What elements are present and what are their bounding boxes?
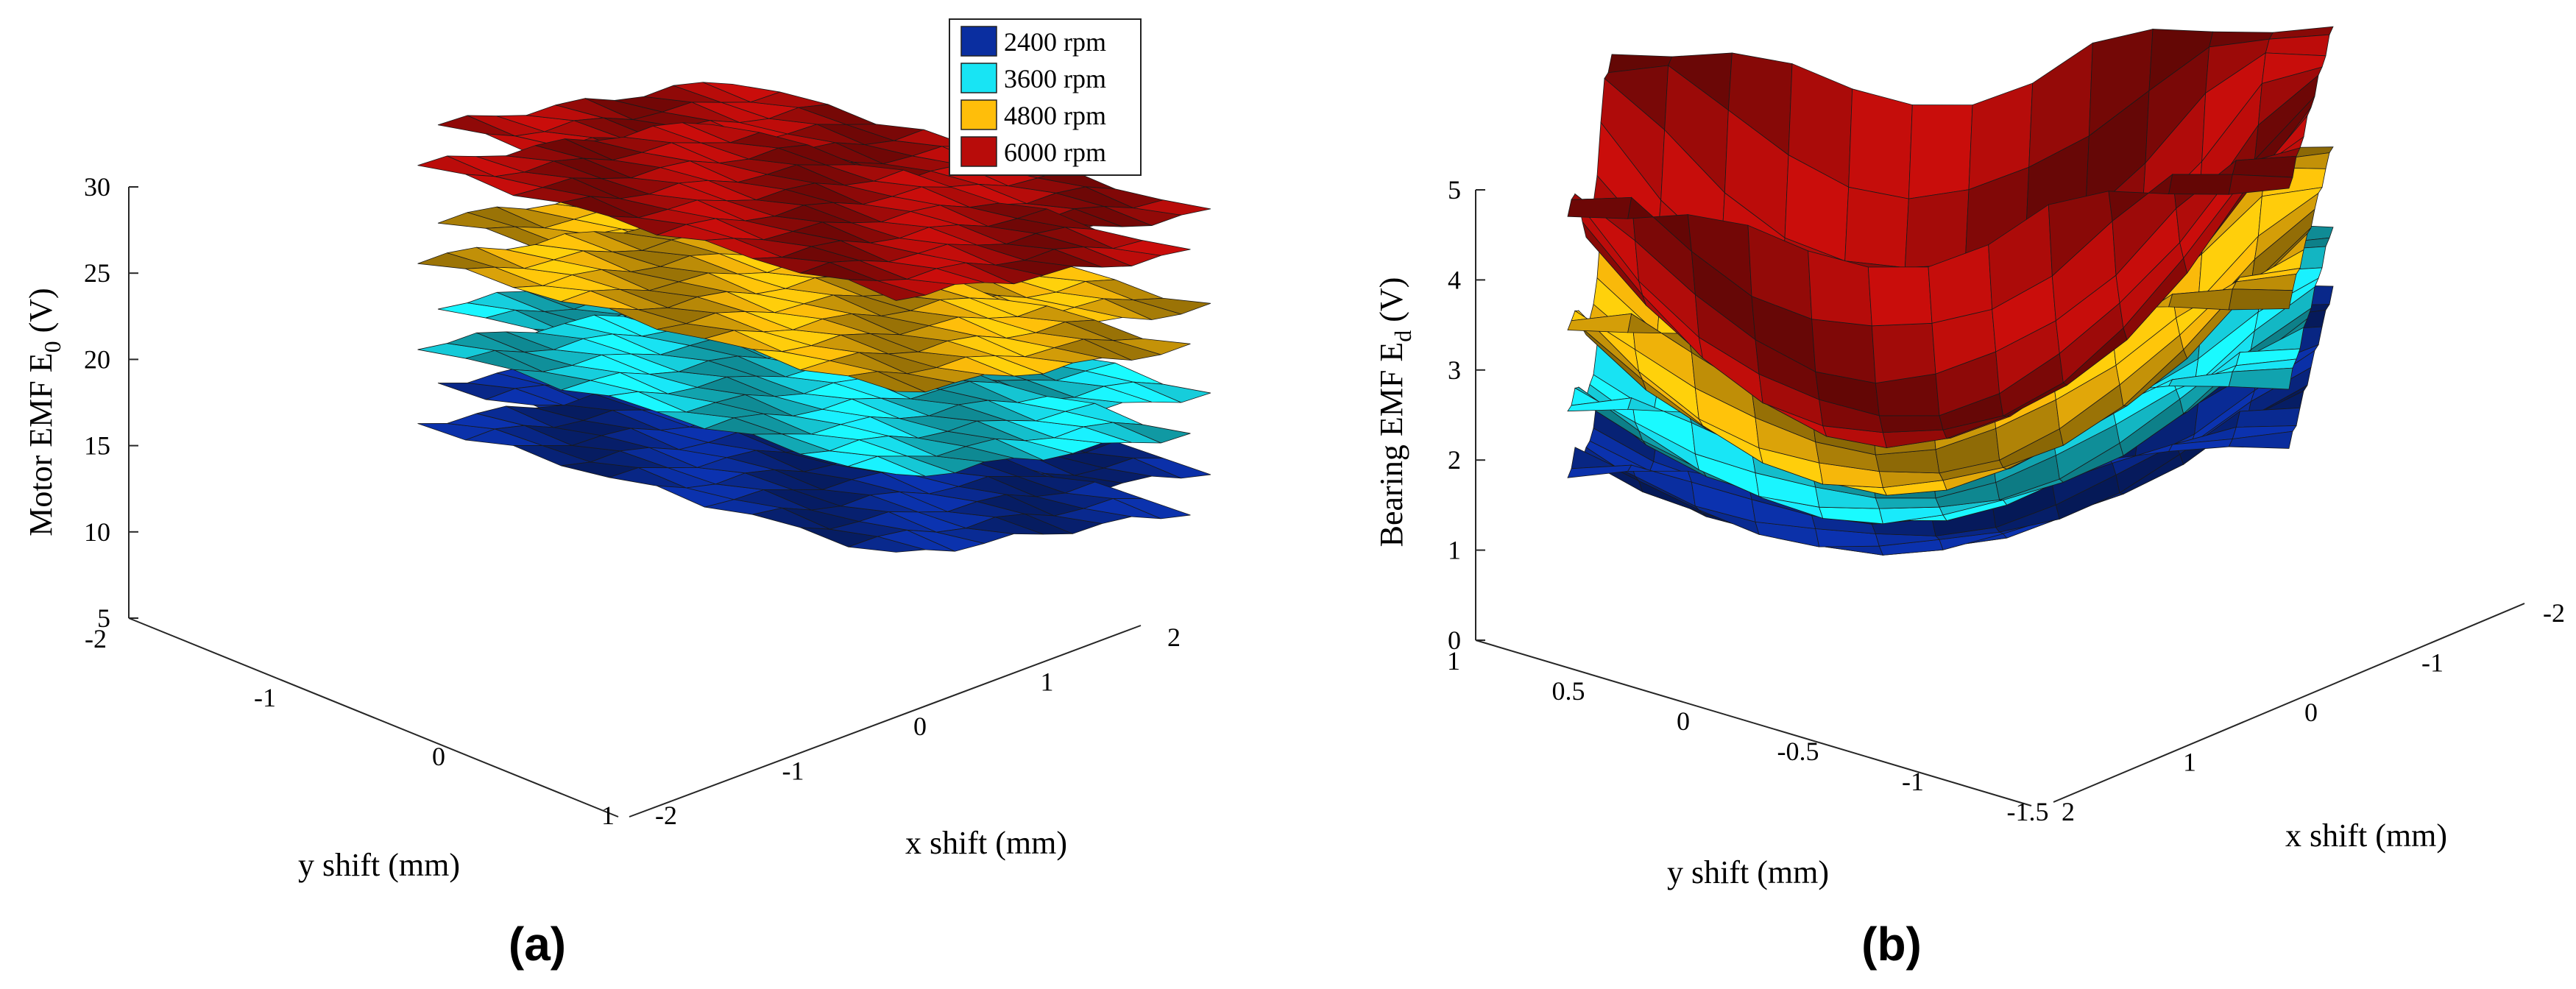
a-surface-patch-2400-rpm <box>1133 458 1211 479</box>
b-y-tick: 1 <box>1447 646 1460 676</box>
a-ticks: 5 10 15 20 25 30 -2 -1 0 1 -2 -1 0 1 2 <box>84 172 1181 830</box>
legend-swatch-3600 <box>960 63 997 93</box>
a-x-tick: -2 <box>655 801 677 830</box>
b-surface-patch-6000-rpm <box>1878 415 1944 433</box>
b-surface-patch-2400-rpm <box>2235 407 2301 428</box>
b-z-tick: 1 <box>1448 536 1461 565</box>
b-surfaces <box>1567 26 2334 556</box>
a-x-axis-label: x shift (mm) <box>905 825 1067 861</box>
a-z-tick: 15 <box>84 431 110 461</box>
a-z-tick: 30 <box>84 172 110 202</box>
legend-label-4800: 4800 rpm <box>1004 101 1106 130</box>
legend-label-3600: 3600 rpm <box>1004 64 1106 93</box>
b-surface-patch-6000-rpm <box>2168 174 2233 195</box>
legend-swatch-4800 <box>960 99 997 130</box>
a-y-tick: 0 <box>432 742 445 771</box>
a-z-tick: 10 <box>84 517 110 547</box>
a-z-tick: 20 <box>84 344 110 374</box>
b-x-tick: 0 <box>2304 698 2318 727</box>
b-surface-patch-6000-rpm <box>1908 104 1973 199</box>
a-surface-patch-2400-rpm <box>1113 498 1191 520</box>
b-y-axis-line <box>1475 639 2032 807</box>
b-z-tick: 4 <box>1448 265 1461 294</box>
b-z-axis-label: Bearing EMF Ed (V) <box>1373 277 1416 547</box>
a-y-tick: -2 <box>85 624 107 653</box>
b-surface-patch-6000-rpm <box>1567 196 1632 219</box>
b-x-tick: 1 <box>2183 748 2196 777</box>
a-x-tick: 0 <box>913 712 927 741</box>
b-surface-patch-6000-rpm <box>1848 88 1913 199</box>
b-surface-patch-2400-rpm <box>1819 545 1883 556</box>
a-z-tick: 5 <box>97 603 110 633</box>
a-y-axis-line <box>128 617 619 818</box>
a-surface-patch-3600-rpm <box>1113 422 1191 444</box>
legend-swatch-2400 <box>960 26 997 57</box>
b-surface-patch-3600-rpm <box>1875 497 1940 509</box>
b-y-tick: 0 <box>1677 706 1690 736</box>
b-z-tick: 3 <box>1448 355 1461 385</box>
b-z-tick: 2 <box>1448 445 1461 475</box>
b-surface-patch-6000-rpm <box>1871 322 1936 384</box>
b-panel-label: (b) <box>1861 918 1922 971</box>
a-y-axis-label: y shift (mm) <box>298 847 460 883</box>
a-x-tick: 2 <box>1167 623 1181 652</box>
a-surface-patch-4800-rpm <box>1133 297 1211 315</box>
b-x-tick: 2 <box>2062 797 2075 826</box>
a-y-tick: 1 <box>601 801 615 830</box>
b-surface-patch-6000-rpm <box>2228 174 2293 195</box>
b-y-tick: -1 <box>1902 767 1924 796</box>
legend-swatch-6000 <box>960 136 997 167</box>
legend: 2400 rpm 3600 rpm 4800 rpm 6000 rpm <box>949 18 1142 176</box>
legend-label-2400: 2400 rpm <box>1004 27 1106 57</box>
b-surface-patch-2400-rpm <box>2228 430 2293 449</box>
a-surface-patch-6000-rpm <box>1133 199 1211 216</box>
a-surface-patch-4800-rpm <box>1113 338 1191 355</box>
a-x-axis-line <box>629 625 1142 818</box>
b-surface-patch-6000-rpm <box>1844 186 1909 269</box>
b-z-tick: 5 <box>1448 175 1461 205</box>
b-y-tick: -1.5 <box>2007 797 2049 826</box>
legend-label-6000: 6000 rpm <box>1004 138 1106 167</box>
b-x-axis-label: x shift (mm) <box>2285 818 2447 854</box>
b-z-tick: 0 <box>1448 625 1461 655</box>
a-z-axis-label: Motor EMF E0 (V) <box>23 288 66 536</box>
panel-a: 5 10 15 20 25 30 -2 -1 0 1 -2 -1 0 1 2 Motor EMF E0 (V… <box>23 18 1211 971</box>
b-x-axis-line <box>2053 603 2525 803</box>
a-surface-patch-3600-rpm <box>1133 381 1211 403</box>
b-y-tick: 0.5 <box>1552 676 1585 706</box>
a-surfaces <box>417 82 1211 553</box>
b-x-tick: -1 <box>2421 648 2444 678</box>
b-x-tick: -2 <box>2543 598 2565 628</box>
a-x-tick: -1 <box>782 756 804 786</box>
b-surface-patch-4800-rpm <box>2228 288 2293 311</box>
b-y-tick: -0.5 <box>1777 737 1819 766</box>
a-x-tick: 1 <box>1041 667 1054 697</box>
a-panel-label: (a) <box>509 918 566 971</box>
a-y-tick: -1 <box>254 683 276 712</box>
b-surface-patch-6000-rpm <box>1867 266 1933 327</box>
b-surface-patch-3600-rpm <box>2228 367 2293 390</box>
a-surface-patch-6000-rpm <box>1113 240 1191 256</box>
a-z-tick: 25 <box>84 258 110 288</box>
b-y-axis-label: y shift (mm) <box>1667 854 1829 890</box>
